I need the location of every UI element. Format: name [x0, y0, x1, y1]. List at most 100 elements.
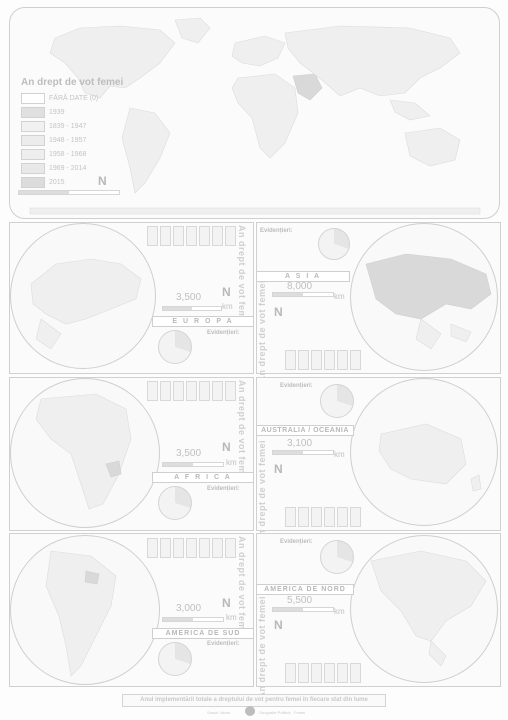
north-arrow-icon: N: [274, 305, 283, 319]
footer-credit-left: Sursa / Autor: [207, 710, 231, 715]
footer-title: Anul implementării totale a dreptului de…: [122, 694, 386, 707]
oceania-km: km: [334, 450, 345, 459]
legend-bar: [324, 507, 335, 527]
asia-vertical-title: An drept de vot femei: [257, 280, 267, 383]
legend-bar: [199, 381, 210, 401]
asia-legend-title: Evidențieri:: [260, 228, 293, 234]
footer-credit-right: Geografie Politică · Femei: [259, 710, 306, 715]
north-arrow-icon: N: [274, 618, 283, 632]
asia-map-shapes: [365, 253, 492, 350]
legend-bar: [199, 538, 210, 558]
africa-pie: [158, 486, 192, 520]
legend-swatch: [21, 148, 45, 160]
america-sud-scale-number: 3,000: [176, 603, 202, 614]
europa-vertical-title: An drept de vot femei: [237, 225, 247, 328]
legend-bar: [298, 663, 309, 683]
america-nord-legend-title: Evidențieri:: [280, 539, 313, 545]
legend-label: FĂRĂ DATE (0): [49, 94, 99, 102]
africa-region-label: A F R I C A: [152, 472, 254, 483]
america-nord-region-label: AMERICA DE NORD: [256, 584, 354, 595]
europa-pie: [158, 330, 192, 364]
africa-scale-bar: [162, 462, 224, 467]
europa-km: km: [222, 302, 233, 311]
legend-bar: [147, 226, 158, 246]
oceania-legend-bars: [285, 507, 361, 527]
legend-label: 1939: [49, 108, 65, 116]
legend-swatch: [21, 106, 45, 118]
legend-bar: [350, 507, 361, 527]
america-nord-pie: [320, 540, 354, 574]
legend-bar: [225, 381, 236, 401]
legend-bar: [160, 226, 171, 246]
america-sud-map-shapes: [45, 550, 117, 677]
legend-bar: [285, 350, 296, 370]
europa-scale-number: 3,500: [176, 292, 202, 303]
north-arrow-icon: N: [222, 440, 231, 454]
legend-bar: [311, 350, 322, 370]
america-nord-map-shapes: [370, 550, 487, 667]
legend-row-5: 1969 - 2014: [21, 162, 86, 174]
legend-bar: [225, 226, 236, 246]
africa-map: [10, 378, 160, 528]
legend-bar: [160, 538, 171, 558]
legend-bar: [147, 381, 158, 401]
world-map: [29, 17, 481, 215]
asia-region-label: A S I A: [256, 271, 350, 282]
africa-legend-title: Evidențieri:: [207, 486, 240, 492]
world-legend-title: An drept de vot femei: [21, 77, 124, 88]
legend-swatch: [21, 162, 45, 174]
legend-bar: [337, 350, 348, 370]
america-sud-vertical-title: An drept de vot femei: [237, 536, 247, 639]
asia-km: km: [334, 292, 345, 301]
legend-label: 1958 - 1968: [49, 150, 87, 158]
america-sud-legend-title: Evidențieri:: [207, 641, 240, 647]
legend-bar: [147, 538, 158, 558]
world-scale-bar: [18, 190, 120, 195]
legend-bar: [186, 381, 197, 401]
europa-map: [10, 223, 156, 369]
legend-bar: [173, 538, 184, 558]
legend-bar: [173, 381, 184, 401]
logo-seal-icon: [245, 706, 255, 716]
world-map-panel: An drept de vot femei FĂRĂ DATE (0) 1939…: [9, 7, 500, 219]
legend-swatch: [21, 176, 45, 188]
oceania-map: [350, 378, 498, 526]
legend-bar: [350, 350, 361, 370]
oceania-scale-number: 3,100: [287, 438, 313, 449]
oceania-scale-bar: [272, 450, 334, 455]
legend-bar: [212, 381, 223, 401]
legend-swatch: [21, 134, 45, 146]
africa-scale-number: 3,500: [176, 448, 202, 459]
asia-pie: [318, 228, 350, 260]
north-arrow-icon: N: [222, 596, 231, 610]
legend-row-no-data: FĂRĂ DATE (0): [21, 92, 99, 104]
legend-swatch: [21, 120, 45, 132]
oceania-region-label: AUSTRALIA / OCEANIA: [256, 425, 354, 436]
europa-scale-bar: [162, 306, 222, 311]
north-arrow-icon: N: [274, 462, 283, 476]
africa-km: km: [226, 458, 237, 467]
europa-legend-bars: [147, 226, 236, 246]
legend-bar: [324, 350, 335, 370]
legend-bar: [160, 381, 171, 401]
legend-label: 2015: [49, 178, 65, 186]
legend-bar: [212, 538, 223, 558]
oceania-pie: [320, 384, 354, 418]
legend-row-1: 1939: [21, 106, 65, 118]
oceania-map-shapes: [378, 423, 482, 492]
oceania-legend-title: Evidențieri:: [280, 383, 313, 389]
america-nord-legend-bars: [285, 663, 361, 683]
asia-map: [350, 223, 498, 371]
america-sud-pie: [158, 642, 192, 676]
legend-bar: [186, 226, 197, 246]
legend-bar: [298, 507, 309, 527]
legend-label: 1839 - 1947: [49, 122, 87, 130]
legend-bar: [186, 538, 197, 558]
legend-bar: [298, 350, 309, 370]
america-sud-scale-bar: [162, 617, 224, 622]
europa-map-shapes: [30, 258, 142, 350]
legend-row-6: 2015: [21, 176, 65, 188]
legend-bar: [285, 507, 296, 527]
legend-swatch: [21, 92, 45, 104]
america-nord-scale-number: 5,500: [287, 595, 313, 606]
